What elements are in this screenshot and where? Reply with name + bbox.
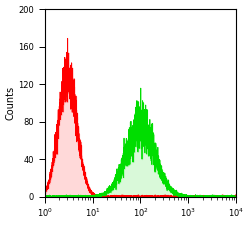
Y-axis label: Counts: Counts [6,86,16,120]
